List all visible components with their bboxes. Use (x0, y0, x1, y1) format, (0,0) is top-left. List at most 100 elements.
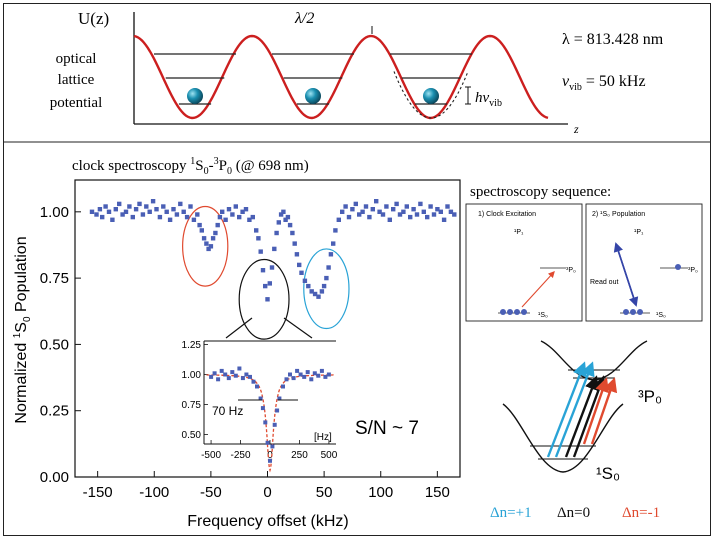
data-point (144, 204, 149, 209)
inset-linewidth-label: 70 Hz (212, 404, 243, 418)
harmonic-approximation-curve (393, 71, 469, 119)
data-point (353, 201, 358, 207)
data-point (299, 270, 304, 275)
delta-plus-label: Δn=+1 (490, 505, 532, 521)
data-point (326, 265, 331, 270)
data-point (150, 199, 156, 204)
lattice-label-line-1: optical (56, 51, 97, 67)
data-point (377, 209, 382, 214)
carrier-arrow-1 (564, 375, 599, 458)
inset-fit-curve (206, 374, 334, 473)
data-point (256, 236, 261, 241)
data-point (171, 207, 176, 212)
zoom-connector-left (225, 317, 253, 339)
data-point (278, 212, 284, 217)
data-point (123, 209, 129, 214)
data-point (290, 230, 295, 236)
x-tick-label: 150 (425, 484, 450, 501)
inset-data-point (284, 377, 289, 382)
inset-data-point (275, 408, 280, 413)
data-point (195, 212, 200, 217)
data-point (333, 228, 338, 233)
data-point (103, 204, 108, 209)
inset-data-point (223, 372, 228, 377)
main-x-axis-label: Frequency offset (kHz) (187, 513, 349, 530)
data-point (97, 207, 103, 212)
inset-data-point (230, 370, 235, 375)
carrier-arrow-2 (572, 375, 606, 458)
data-point (343, 204, 348, 209)
upper-state-label: ³P₀ (638, 387, 662, 406)
inset-data-point (233, 373, 238, 378)
sequence-box-clock-excitation: 1) Clock Excitation ¹P₁ ³P₀ ¹S₀ (465, 203, 583, 322)
data-point (384, 204, 389, 209)
data-point (425, 214, 430, 220)
inset-data-point (268, 458, 272, 463)
data-point (357, 212, 362, 217)
inset-x-tick-label: -500 (201, 450, 221, 461)
data-point (274, 230, 279, 236)
inset-data-point (305, 370, 310, 375)
vib-energy-marker (465, 86, 471, 105)
lattice-y-axis-label: U(z) (78, 9, 109, 28)
data-point (312, 291, 318, 297)
readout-arrow-down (615, 243, 639, 307)
inset-data-point (219, 368, 224, 373)
box1-lower-label: ¹S₀ (538, 312, 548, 319)
data-point (411, 207, 416, 212)
x-tick-label: 100 (368, 484, 393, 501)
data-point (223, 217, 228, 222)
data-point (217, 214, 223, 220)
inset-data-point (212, 371, 217, 376)
inset-y-tick-label: 1.00 (182, 370, 202, 381)
data-point (210, 236, 216, 241)
data-point (191, 217, 197, 222)
data-point (197, 222, 202, 228)
data-point (110, 217, 115, 222)
inset-data-point (277, 396, 282, 401)
inset-data-point (270, 444, 275, 449)
data-point (267, 281, 272, 286)
y-tick-label: 0.75 (40, 270, 69, 287)
atom-sphere (305, 88, 321, 104)
box2-readout-label: Read out (590, 279, 618, 286)
data-point (397, 212, 403, 217)
data-point (260, 268, 266, 273)
y-tick-label: 1.00 (40, 204, 69, 221)
highlight-circle-blue (303, 248, 350, 330)
data-point (363, 204, 369, 209)
clock-excitation-arrow (521, 271, 555, 308)
data-point (113, 207, 118, 212)
inset-y-tick-label: 0.75 (182, 400, 202, 411)
atom-sphere (187, 88, 203, 104)
data-point (215, 222, 220, 228)
sequence-panel: spectroscopy sequence: 1) Clock Excitati… (465, 184, 703, 322)
inset-data-point (309, 377, 314, 382)
data-point (184, 214, 190, 220)
inset-y-tick-label: 0.50 (182, 430, 202, 441)
y-tick-label: 0.50 (40, 336, 69, 353)
data-point (254, 228, 259, 233)
data-point (331, 241, 336, 246)
inset-data-point (316, 373, 321, 378)
data-point (319, 289, 325, 294)
sequence-title: spectroscopy sequence: (470, 184, 611, 200)
data-point (250, 214, 255, 220)
inset-data-point (255, 384, 259, 389)
data-point (181, 209, 186, 214)
data-point (435, 207, 440, 212)
data-point (418, 201, 423, 207)
data-point (360, 209, 365, 214)
data-point (302, 278, 308, 283)
data-point (247, 217, 252, 222)
data-point (316, 294, 321, 299)
data-point (441, 217, 447, 222)
data-point (127, 204, 132, 209)
data-point (306, 283, 311, 289)
data-point (237, 214, 242, 220)
inset-data-point (209, 374, 214, 379)
data-point (370, 207, 375, 212)
data-point (164, 209, 169, 214)
inset-data-point (263, 420, 268, 425)
